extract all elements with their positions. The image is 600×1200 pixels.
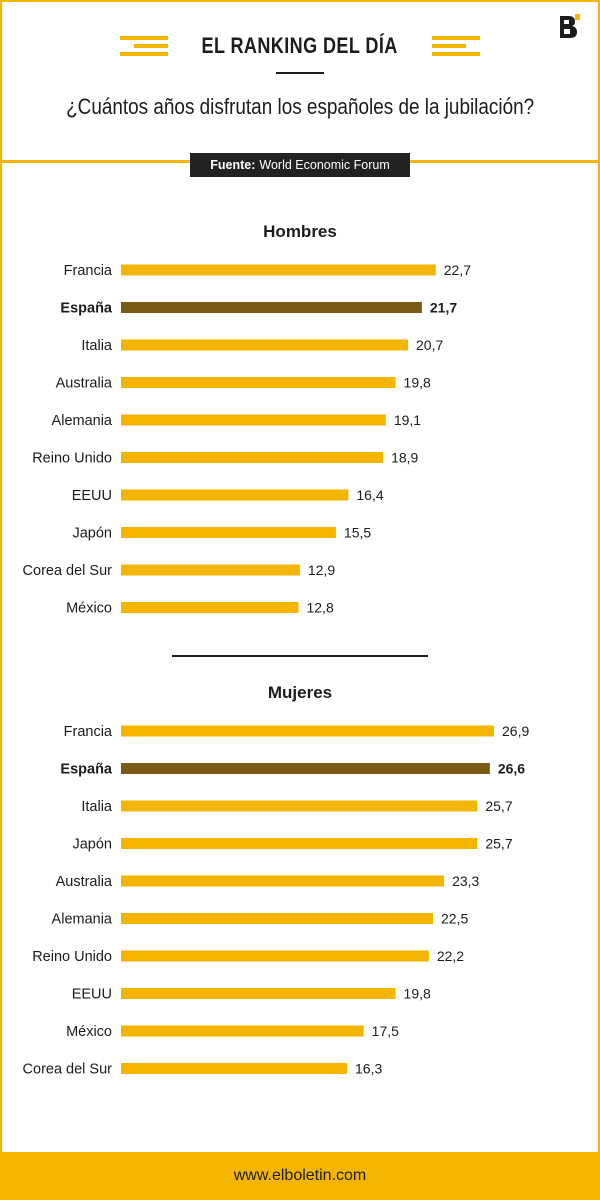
category-label: España [60,762,113,778]
source-value: World Economic Forum [259,158,390,172]
category-label: Japón [72,526,112,542]
value-label: 12,8 [306,600,333,616]
bar [121,414,386,426]
value-label: 17,5 [372,1023,399,1039]
chart-title-mujeres: Mujeres [267,683,333,702]
page-title: ¿Cuántos años disfrutan los españoles de… [0,94,600,120]
category-label: Francia [64,263,113,279]
category-label: Alemania [52,413,113,429]
bar [121,725,494,737]
banner-title: EL RANKING DEL DÍA [201,33,399,58]
bar [121,988,396,999]
bar [121,763,490,774]
value-label: 16,3 [355,1061,382,1077]
category-label: Reino Unido [32,949,112,965]
category-label: España [60,301,113,317]
chart-title-hombres: Hombres [263,222,337,241]
banner-stripes-left [120,36,169,56]
value-label: 18,9 [391,450,418,466]
bar [121,489,349,501]
bar [121,838,478,849]
bar [121,602,299,613]
category-label: México [66,1024,112,1040]
value-label: 25,7 [485,836,512,852]
bar [121,527,336,538]
category-label: Australia [56,874,113,890]
bar-charts: Francia 22,7 España 21,7 Italia 20,7 Australia… [23,262,530,1078]
value-label: 26,9 [502,723,529,739]
bar [121,302,422,313]
page-frame [0,0,600,1152]
value-label: 22,7 [444,262,471,278]
bar [121,452,384,463]
footer-url[interactable]: www.elboletin.com [233,1167,367,1184]
value-label: 23,3 [452,873,479,889]
value-label: 22,5 [441,911,468,927]
category-label: México [66,601,112,617]
value-label: 16,4 [356,487,383,503]
category-label: EEUU [72,987,112,1003]
bar [121,1025,364,1037]
value-label: 20,7 [416,337,443,353]
bar [121,913,433,924]
value-label: 15,5 [344,525,371,541]
banner: EL RANKING DEL DÍA [0,32,600,60]
category-label: Japón [72,837,112,853]
title-rule [276,72,324,74]
bar [121,264,436,276]
bar [121,339,409,351]
bar [121,1063,348,1074]
footer: www.elboletin.com [0,1152,600,1200]
category-label: Francia [64,724,113,740]
banner-stripes-right [431,36,480,56]
category-label: Italia [81,338,113,354]
category-label: Australia [56,376,113,392]
value-label: 26,6 [498,761,525,777]
value-label: 19,1 [394,412,421,428]
source-badge: Fuente: World Economic Forum [190,153,410,177]
page-title-text: ¿Cuántos años disfrutan los españoles de… [65,94,535,119]
category-label: Reino Unido [32,451,112,467]
bar [121,950,429,962]
source-label: Fuente: [210,158,256,172]
category-label: Corea del Sur [23,563,113,579]
brand-logo-icon [560,14,580,38]
value-label: 12,9 [308,562,335,578]
category-label: Alemania [52,912,113,928]
value-label: 19,8 [404,986,431,1002]
bar [121,800,478,812]
value-label: 21,7 [430,300,457,316]
bar [121,377,396,388]
value-label: 25,7 [485,798,512,814]
category-label: Corea del Sur [23,1062,113,1078]
bar [121,564,300,576]
bar [121,875,445,887]
category-label: EEUU [72,488,112,504]
category-label: Italia [81,799,113,815]
section-divider [172,655,428,657]
value-label: 19,8 [404,375,431,391]
value-label: 22,2 [437,948,464,964]
